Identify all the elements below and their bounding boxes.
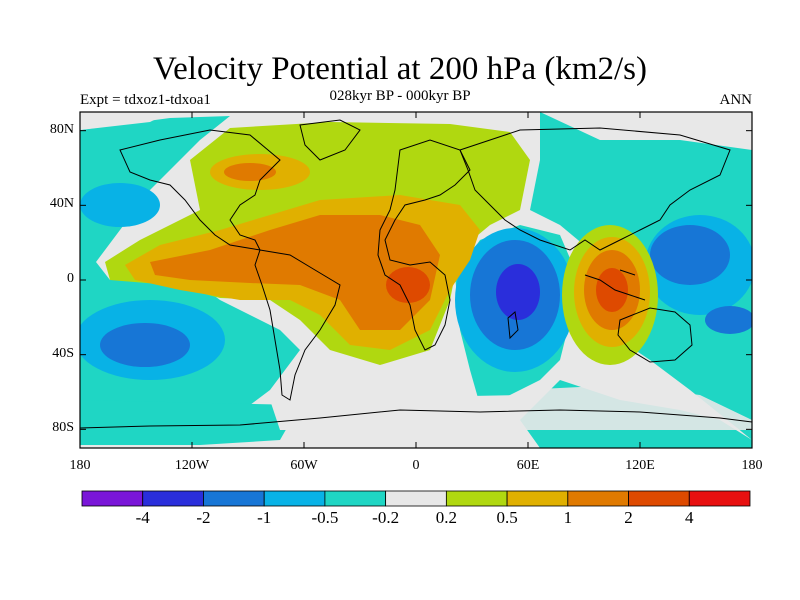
- lon-tick-label: 60W: [290, 458, 318, 473]
- colorbar-label: -0.2: [372, 508, 400, 527]
- lon-tick-label: 120E: [625, 458, 655, 473]
- lon-tick-label: 180: [69, 458, 91, 473]
- plot-subtitle: 028kyr BP - 000kyr BP: [329, 88, 471, 104]
- colorbar-swatch: [445, 490, 508, 507]
- colorbar-swatch: [385, 490, 447, 507]
- colorbar-label: -0.5: [311, 508, 339, 527]
- experiment-label: Expt = tdxoz1-tdxoa1: [80, 92, 211, 108]
- colorbar-swatch: [142, 490, 204, 507]
- lat-tick-label: 40S: [52, 345, 74, 361]
- lon-tick-label: 60E: [516, 458, 540, 473]
- colorbar-swatch: [263, 490, 326, 507]
- colorbar-label: -1: [257, 508, 272, 527]
- colorbar-label: 2: [624, 508, 633, 527]
- lon-tick-label: 0: [412, 458, 420, 473]
- lat-tick-label: 80N: [49, 121, 74, 137]
- colorbar-label: 0.2: [435, 508, 457, 527]
- colorbar-label: 0.5: [496, 508, 518, 527]
- coastline-outlines: [80, 119, 752, 429]
- colorbar-swatch: [506, 490, 569, 507]
- colorbar: [81, 490, 751, 507]
- colorbar-swatch: [628, 490, 690, 507]
- lat-tick-label: 0: [67, 271, 74, 286]
- colorbar-label: -4: [135, 508, 150, 527]
- axis-ticks: [79, 112, 753, 448]
- colorbar-label: 1: [563, 508, 573, 527]
- plot-title: Velocity Potential at 200 hPa (km2/s): [152, 51, 648, 87]
- season-label: ANN: [719, 92, 753, 108]
- colorbar-label: -2: [196, 508, 211, 527]
- colorbar-swatch: [81, 490, 144, 507]
- lon-tick-label: 180: [741, 458, 763, 473]
- colorbar-swatch: [203, 490, 265, 507]
- colorbar-swatch: [567, 490, 629, 507]
- colorbar-swatch: [324, 490, 387, 507]
- colorbar-label: 4: [685, 508, 694, 527]
- velocity-potential-field: [80, 112, 752, 448]
- lat-tick-label: 40N: [49, 196, 74, 212]
- lat-tick-label: 80S: [52, 420, 74, 436]
- lon-tick-label: 120W: [174, 458, 210, 473]
- colorbar-swatch: [688, 490, 751, 507]
